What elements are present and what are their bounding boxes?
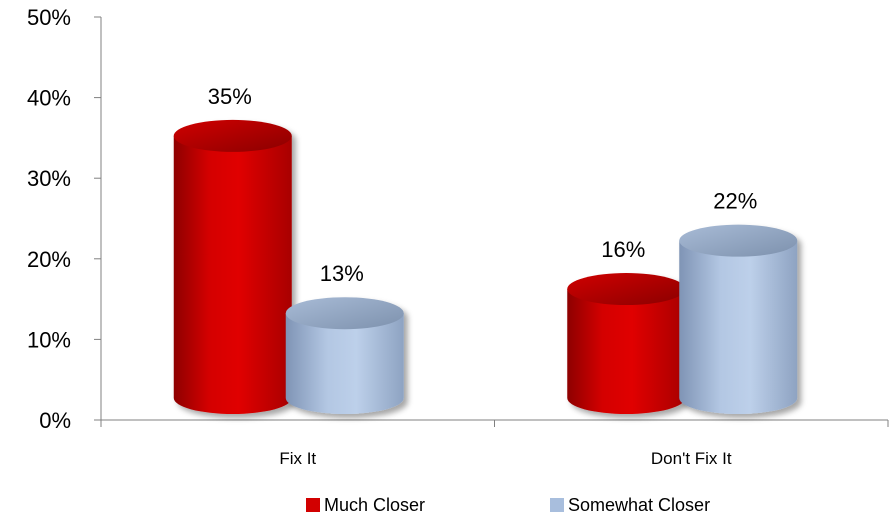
legend-label: Much Closer bbox=[324, 495, 425, 515]
y-tick-label: 40% bbox=[27, 86, 71, 111]
data-label: 16% bbox=[601, 237, 645, 262]
data-label: 35% bbox=[208, 84, 252, 109]
data-label: 22% bbox=[713, 189, 757, 214]
y-tick-label: 30% bbox=[27, 166, 71, 191]
bar-body bbox=[567, 289, 686, 414]
bar-top bbox=[285, 297, 404, 330]
bar-top bbox=[679, 224, 798, 257]
legend-swatch bbox=[306, 498, 320, 512]
legend-item: Much Closer bbox=[306, 495, 425, 515]
x-axis: Fix It Don't Fix It bbox=[100, 419, 889, 468]
data-labels: 35% 13% 16% 22% bbox=[208, 84, 758, 286]
legend: Much Closer Somewhat Closer bbox=[306, 495, 710, 515]
bar-top bbox=[567, 273, 686, 306]
bars bbox=[173, 119, 798, 414]
legend-item: Somewhat Closer bbox=[550, 495, 710, 515]
bar bbox=[567, 273, 686, 414]
bar-body bbox=[679, 240, 798, 414]
legend-swatch bbox=[550, 498, 564, 512]
bar-body bbox=[173, 135, 292, 414]
y-tick-label: 20% bbox=[27, 247, 71, 272]
category-label: Don't Fix It bbox=[651, 449, 732, 468]
bar bbox=[679, 224, 798, 414]
legend-label: Somewhat Closer bbox=[568, 495, 710, 515]
bar-top bbox=[173, 119, 292, 152]
data-label: 13% bbox=[320, 261, 364, 286]
bar-body bbox=[285, 313, 404, 414]
y-tick-label: 10% bbox=[27, 327, 71, 352]
category-label: Fix It bbox=[279, 449, 316, 468]
bar bbox=[173, 119, 292, 414]
y-tick-label: 50% bbox=[27, 5, 71, 30]
bar bbox=[285, 297, 404, 414]
y-axis: 0% 10% 20% 30% 40% 50% bbox=[27, 5, 102, 433]
y-tick-label: 0% bbox=[39, 408, 71, 433]
